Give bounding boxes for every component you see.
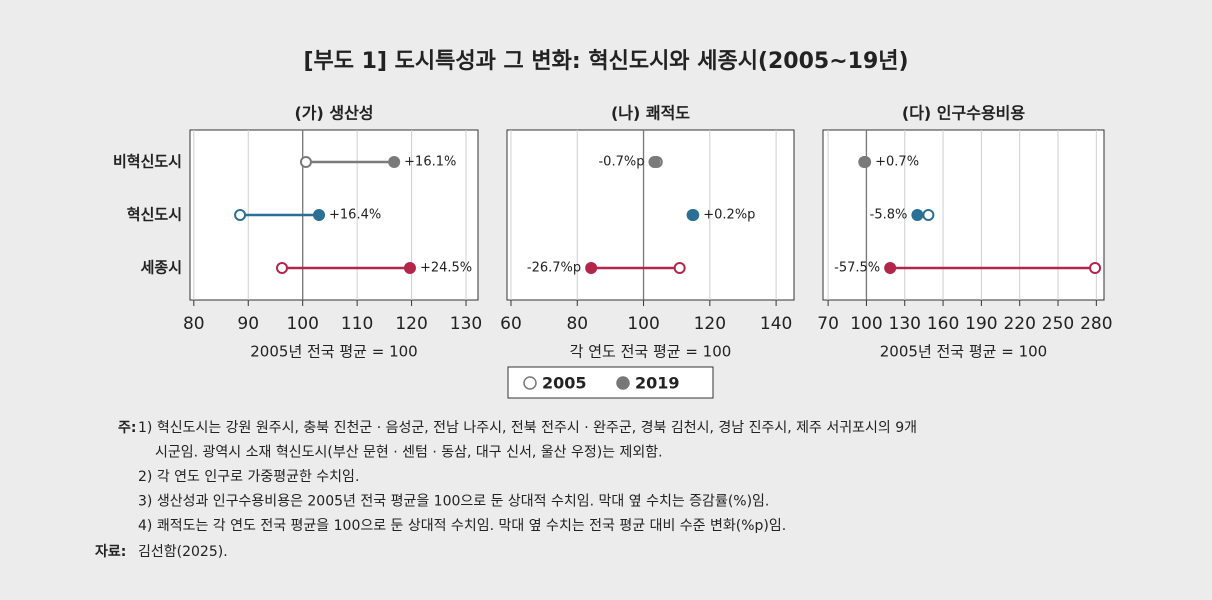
x-tick-label: 120	[694, 314, 726, 334]
x-tick-label: 100	[850, 314, 882, 334]
legend-box	[507, 366, 714, 399]
x-tick-label: 120	[395, 314, 427, 334]
figure-title: [부도 1] 도시특성과 그 변화: 혁신도시와 세종시(2005~19년)	[303, 48, 908, 74]
change-label: +16.4%	[329, 208, 381, 223]
legend-label: 2019	[635, 374, 680, 393]
change-label: -57.5%	[834, 261, 880, 276]
x-tick-label: 280	[1080, 314, 1112, 334]
panel-title: (가) 생산성	[294, 104, 373, 123]
legend-label: 2005	[542, 374, 587, 393]
panel-title: (다) 인구수용비용	[902, 104, 1026, 123]
point	[585, 262, 598, 274]
x-tick-label: 70	[817, 314, 839, 334]
note-line: 4) 쾌적도는 각 연도 전국 평균을 100으로 둔 상대적 수치임. 막대 …	[138, 518, 786, 534]
x-tick-label: 140	[760, 314, 792, 334]
category-label: 비혁신도시	[113, 153, 182, 171]
category-label: 혁신도시	[127, 206, 182, 224]
note-line: 3) 생산성과 인구수용비용은 2005년 전국 평균을 100으로 둔 상대적…	[138, 494, 769, 510]
point	[884, 262, 897, 274]
x-tick-label: 190	[965, 314, 997, 334]
note-line: 시군임. 광역시 소재 혁신도시(부산 문현 · 센텀 · 동삼, 대구 신서,…	[155, 445, 663, 461]
change-label: +0.7%	[875, 155, 919, 170]
point	[648, 156, 661, 168]
source-label: 자료:	[95, 544, 126, 560]
x-axis-label: 2005년 전국 평균 = 100	[880, 343, 1047, 361]
point	[687, 209, 700, 221]
point	[911, 209, 924, 221]
change-label: -26.7%p	[527, 261, 581, 276]
panel-title: (나) 쾌적도	[611, 104, 690, 123]
x-tick-label: 100	[627, 314, 659, 334]
x-tick-label: 60	[500, 314, 522, 334]
point	[673, 262, 686, 274]
notes-label: 주:	[118, 420, 136, 436]
legend-marker	[523, 376, 537, 390]
source-text: 김선함(2025).	[138, 544, 228, 560]
category-label: 세종시	[141, 259, 182, 277]
change-label: -0.7%p	[598, 155, 644, 170]
point	[313, 209, 326, 221]
point	[1089, 262, 1102, 274]
x-tick-label: 130	[450, 314, 482, 334]
x-axis-label: 2005년 전국 평균 = 100	[250, 343, 417, 361]
point	[403, 262, 416, 274]
change-label: +16.1%	[404, 155, 456, 170]
x-tick-label: 90	[237, 314, 259, 334]
x-tick-label: 80	[566, 314, 588, 334]
point	[859, 156, 872, 168]
note-line: 1) 혁신도시는 강원 원주시, 충북 진천군 · 음성군, 전남 나주시, 전…	[138, 420, 917, 436]
change-label: +0.2%p	[703, 208, 755, 223]
x-tick-label: 130	[889, 314, 921, 334]
x-tick-label: 160	[927, 314, 959, 334]
point	[234, 209, 247, 221]
point	[922, 209, 935, 221]
point	[299, 156, 312, 168]
x-tick-label: 250	[1042, 314, 1074, 334]
x-tick-label: 220	[1003, 314, 1035, 334]
x-tick-label: 80	[183, 314, 205, 334]
change-label: +24.5%	[420, 261, 472, 276]
x-tick-label: 100	[286, 314, 318, 334]
legend-marker	[616, 376, 630, 390]
point	[276, 262, 289, 274]
change-label: -5.8%	[870, 208, 908, 223]
note-line: 2) 각 연도 인구로 가중평균한 수치임.	[138, 469, 359, 485]
x-axis-label: 각 연도 전국 평균 = 100	[570, 343, 732, 361]
point	[388, 156, 401, 168]
x-tick-label: 110	[341, 314, 373, 334]
